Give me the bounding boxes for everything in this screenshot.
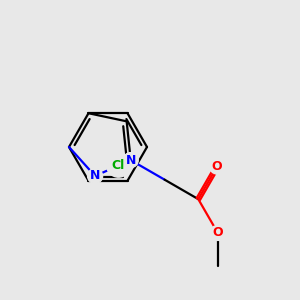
Circle shape (123, 153, 138, 168)
Text: O: O (212, 160, 222, 173)
Circle shape (88, 169, 103, 184)
Circle shape (106, 153, 130, 177)
Text: Cl: Cl (112, 159, 125, 172)
Text: O: O (212, 226, 223, 239)
Text: N: N (125, 154, 136, 166)
Circle shape (210, 225, 225, 240)
Text: N: N (90, 169, 100, 182)
Circle shape (210, 159, 225, 174)
